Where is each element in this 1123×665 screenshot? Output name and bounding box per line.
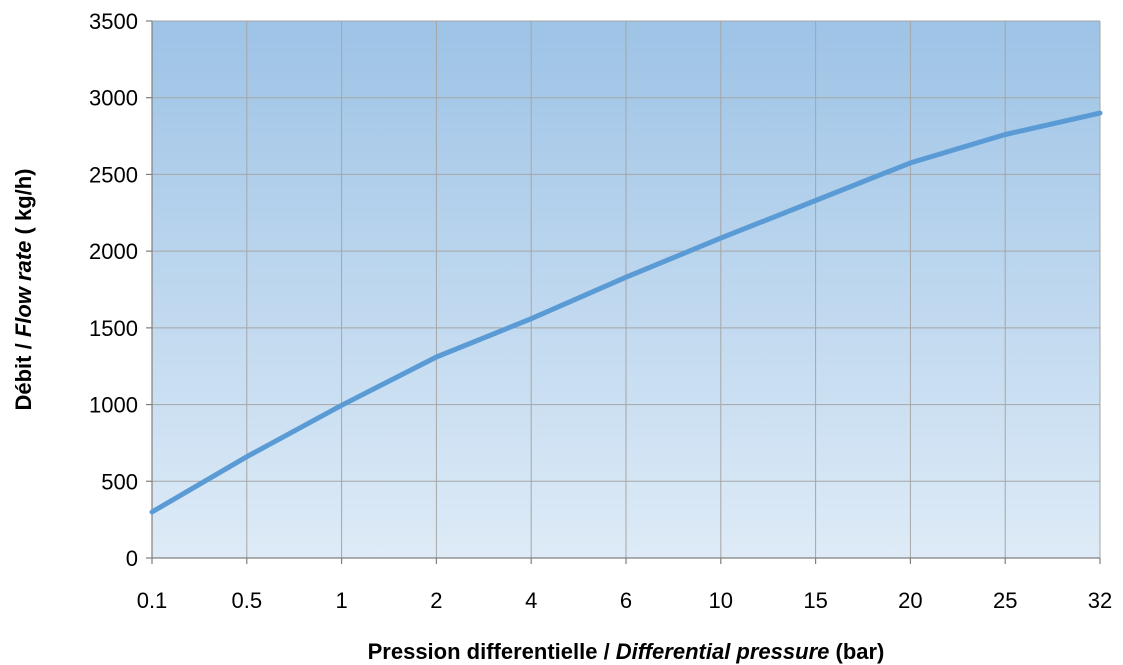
x-tick-label-1: 0.5 — [232, 588, 263, 613]
series-layer — [149, 110, 1103, 515]
x-axis-title: Pression differentielle / Differential p… — [368, 639, 885, 664]
y-axis-title-part3: ( kg/h) — [11, 168, 36, 240]
y-tick-label-1: 500 — [101, 469, 138, 494]
x-tick-label-3: 2 — [430, 588, 442, 613]
y-tick-label-3: 1500 — [89, 316, 138, 341]
series-line-0 — [149, 110, 1103, 515]
x-tick-label-9: 25 — [993, 588, 1017, 613]
x-axis-title-part3: (bar) — [829, 639, 884, 664]
y-tick-label-7: 3500 — [89, 9, 138, 34]
y-tick-label-6: 3000 — [89, 86, 138, 111]
x-axis-title-part1: Pression differentielle / — [368, 639, 616, 664]
x-tick-label-5: 6 — [620, 588, 632, 613]
axes — [146, 20, 1101, 564]
x-tick-label-6: 10 — [709, 588, 733, 613]
x-tick-label-0: 0.1 — [137, 588, 168, 613]
x-axis-title-part2: Differential pressure — [616, 639, 830, 664]
y-tick-label-2: 1000 — [89, 393, 138, 418]
y-axis-title: Débit / Flow rate ( kg/h) — [11, 168, 36, 410]
y-tick-label-5: 2500 — [89, 162, 138, 187]
x-tick-label-2: 1 — [335, 588, 347, 613]
x-tick-label-7: 15 — [803, 588, 827, 613]
y-tick-label-4: 2000 — [89, 239, 138, 264]
y-tick-labels: 0 500 1000 1500 2000 2500 3000 3500 — [89, 9, 138, 571]
y-axis-title-part2: Flow rate — [11, 241, 36, 338]
x-tick-labels: 0.1 0.5 1 2 4 6 10 15 20 25 32 — [137, 588, 1113, 613]
x-tick-label-8: 20 — [898, 588, 922, 613]
y-axis-title-part1: Débit / — [11, 337, 36, 410]
y-tick-label-0: 0 — [126, 546, 138, 571]
x-tick-label-10: 32 — [1088, 588, 1112, 613]
x-tick-label-4: 4 — [525, 588, 537, 613]
